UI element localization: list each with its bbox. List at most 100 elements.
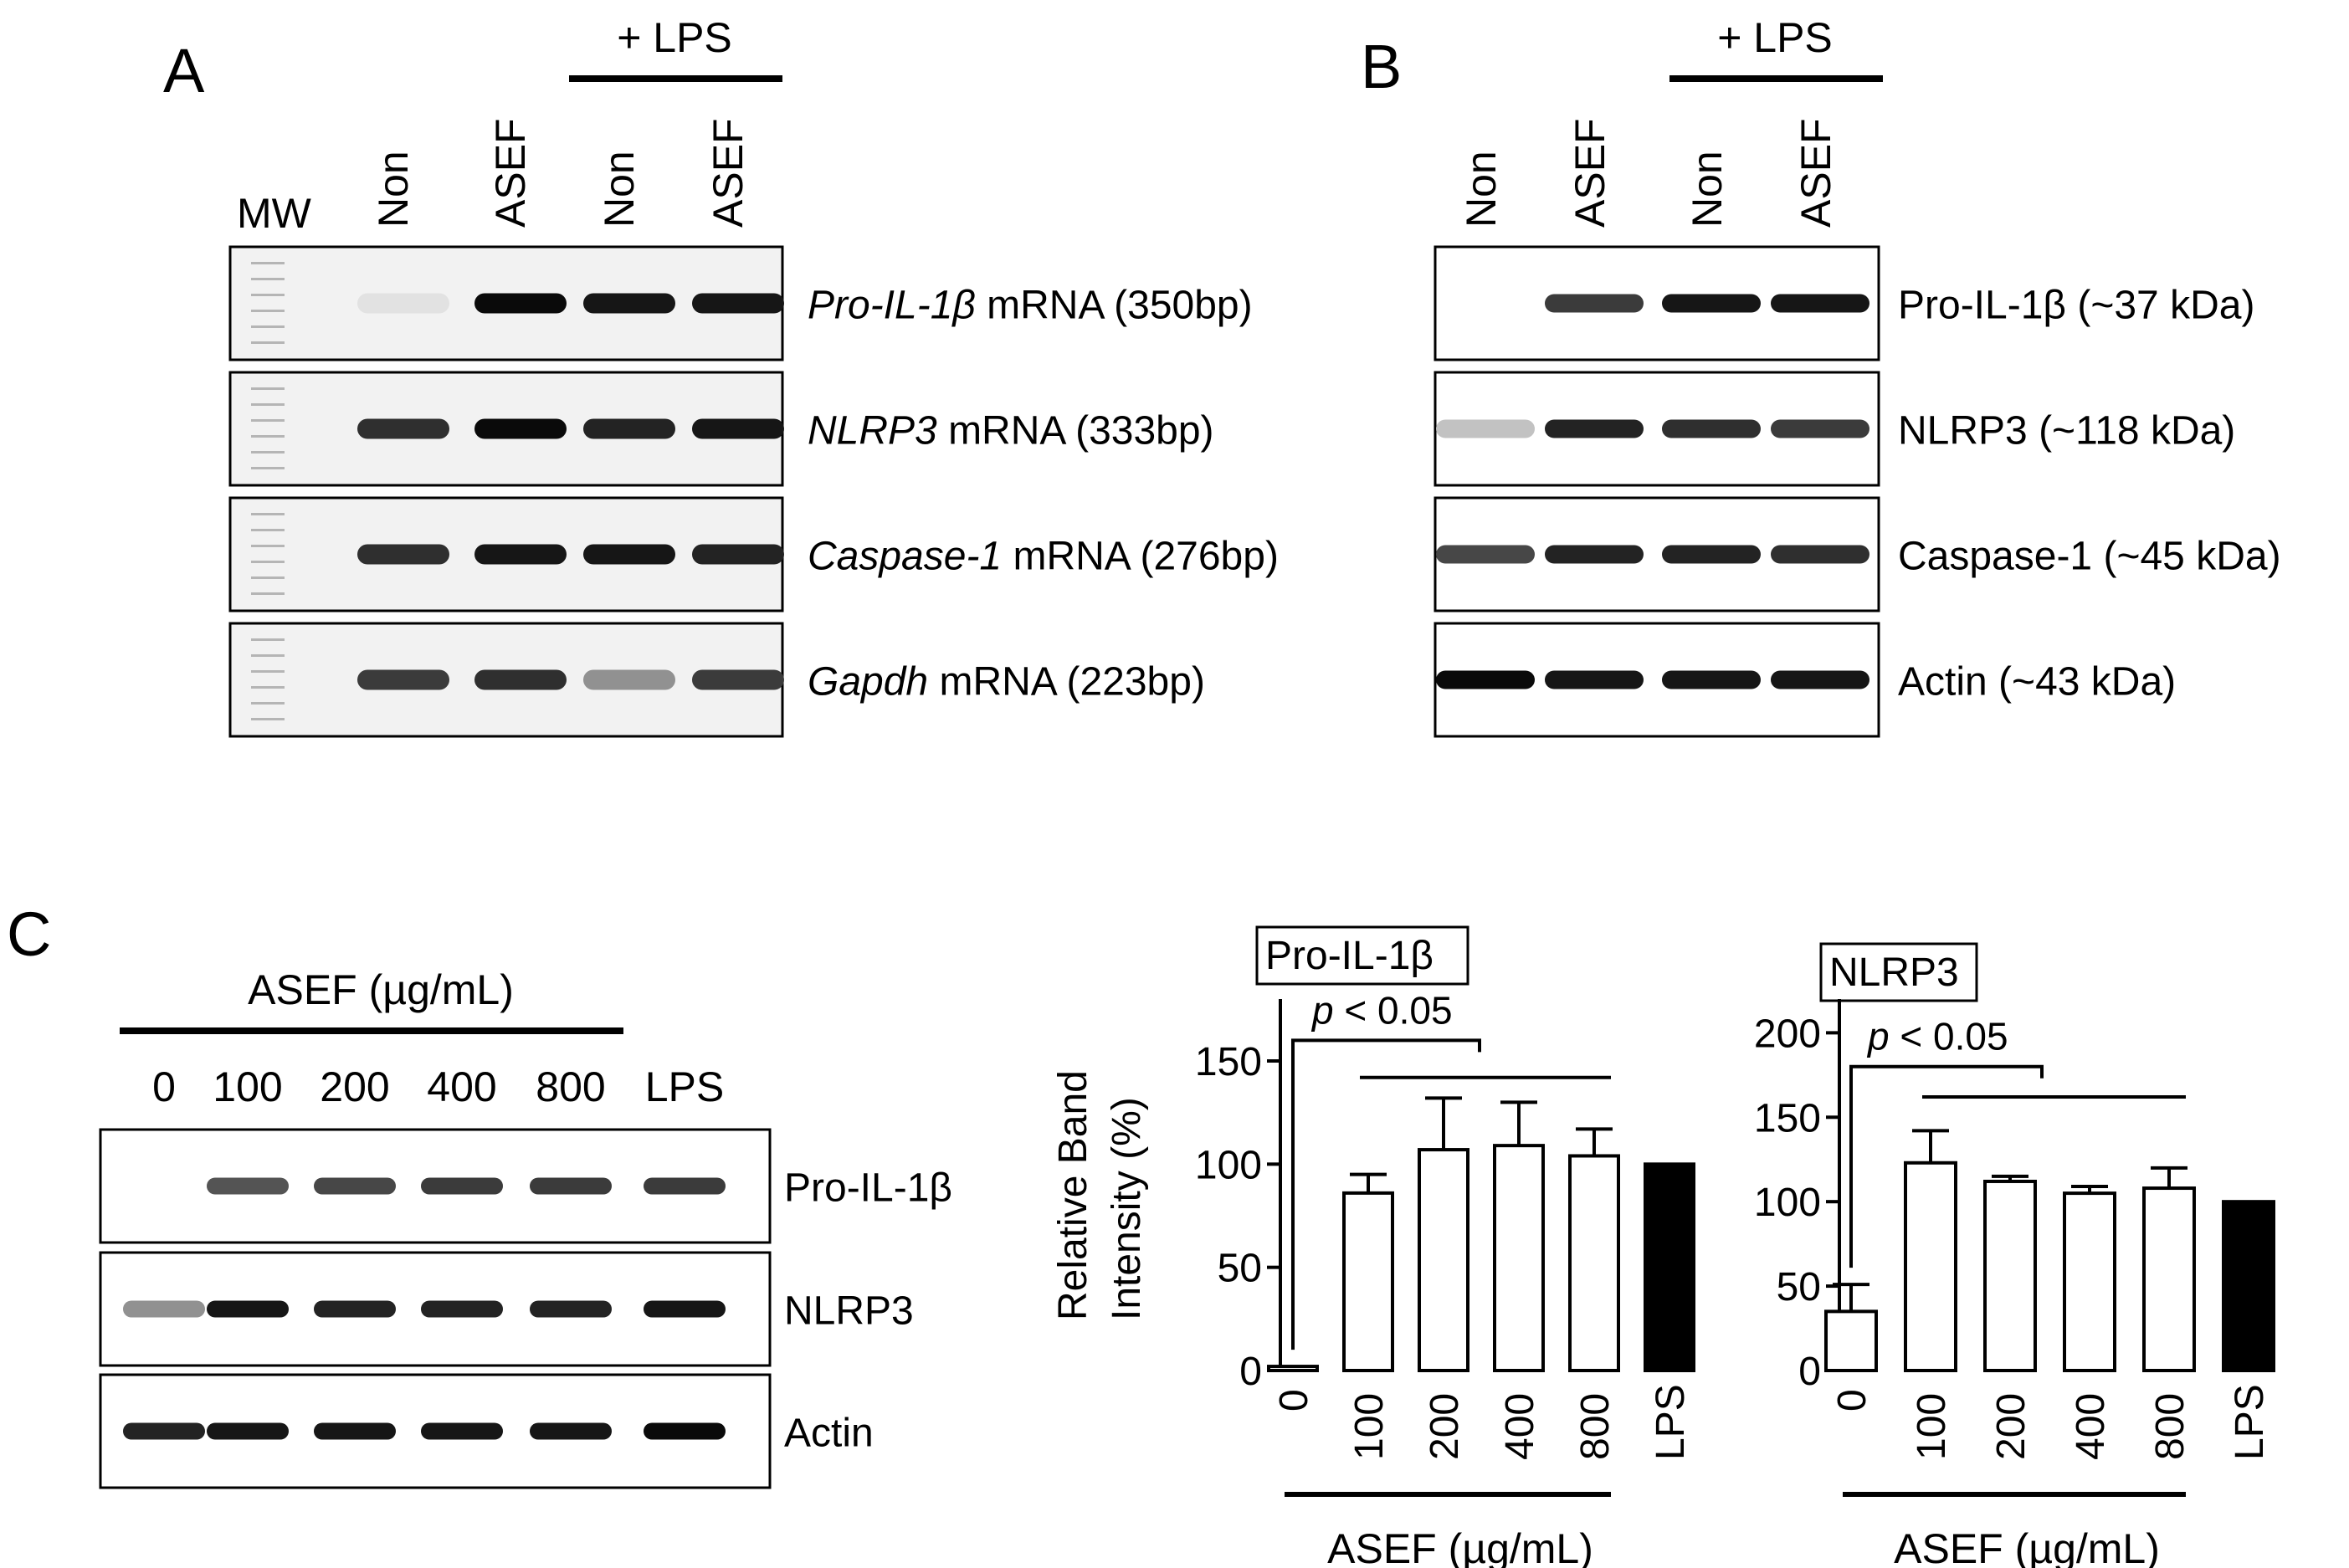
panel-b-blots: Pro-IL-1β (~37 kDa) NLRP3 (~118 kDa) Caspa… [1434,245,2281,738]
blot-band [1771,670,1869,689]
gene-suffix: mRNA (223bp) [928,660,1205,705]
blot-band [644,1177,726,1195]
y-tick-label: 100 [1195,1143,1262,1187]
y-tick-label: 150 [1195,1040,1262,1084]
lane-label-3: ASEF [1793,118,1839,228]
gel-label-0: Pro-IL-1β mRNA (350bp) [808,284,1253,328]
lane-label-3: 400 [427,1063,496,1110]
blot-band [1436,670,1535,689]
x-tick-label: LPS [2228,1384,2272,1460]
bar-200 [1418,1148,1469,1372]
lane-label-2: Non [596,151,643,228]
y-tick-label: 50 [1218,1247,1262,1291]
gel-band [692,669,784,690]
lane-label-1: 100 [213,1063,282,1110]
blot-band [1436,419,1535,438]
lane-label-5: LPS [645,1063,725,1110]
gel-band [692,418,784,439]
significance-bracket [1849,1064,2044,1268]
blot-band [1662,294,1761,313]
panel-a-lps-label: + LPS [617,14,732,61]
bar-LPS [1644,1162,1695,1373]
gel-band [357,669,449,690]
blot-band [123,1422,205,1440]
gene-suffix: mRNA (333bp) [937,409,1214,453]
blot-band [1771,294,1869,313]
x-tick-label: 0 [1272,1389,1316,1412]
panel-b-lps-label: + LPS [1717,14,1833,61]
bar-200 [1983,1179,2037,1372]
blot-band [1662,545,1761,564]
p-value-annotation: p < 0.05 [1866,1015,2008,1058]
mw-ladder-band [251,294,285,296]
gene-suffix: mRNA (350bp) [976,284,1253,328]
gene-name: Caspase-1 [808,535,1002,579]
chart-title: Pro-IL-1β [1265,934,1434,978]
chart-nlrp3: 0 50 100 150 200 0 100 200 400 800 LPS p < 0.05 NLRP… [1754,942,2275,1568]
panel-a-mw-label: MW [237,190,312,237]
gel-band [357,418,449,439]
blot-band [530,1300,612,1318]
blot-band [644,1300,726,1318]
mw-ladder-band [251,686,285,689]
bar-100 [1342,1191,1394,1373]
mw-ladder-band [251,451,285,453]
mw-ladder-band [251,529,285,531]
blot-band [1545,294,1644,313]
blot-label-1: NLRP3 [784,1289,914,1334]
y-tick-label: 100 [1754,1181,1821,1225]
lane-label-4: 800 [536,1063,605,1110]
lane-label-3: ASEF [705,118,751,228]
panel-c-lane-labels: 0 100 200 400 800 LPS [152,1063,724,1110]
gel-band [474,418,567,439]
y-tick-label: 200 [1754,1012,1821,1056]
gel-band [357,544,449,565]
panel-a-lane-labels: Non ASEF Non ASEF [370,118,751,228]
x-tick-label: 400 [2069,1393,2113,1460]
bar-0 [1824,1309,1878,1373]
blot-band [207,1422,289,1440]
y-axis-label-line1: Relative Band [1051,1070,1095,1320]
mw-ladder-band [251,435,285,438]
panel-b-lane-labels: Non ASEF Non ASEF [1458,118,1839,228]
x-tick-label: 100 [1910,1393,1954,1460]
blot-label-1: NLRP3 (~118 kDa) [1898,409,2235,453]
mw-ladder-band [251,545,285,547]
significance-bracket [1291,1038,1481,1350]
mw-ladder-band [251,325,285,328]
blot-label-3: Actin (~43 kDa) [1898,660,2176,705]
gel-band [474,293,567,314]
blot-band [421,1422,503,1440]
x-tick-label: 200 [1423,1393,1467,1460]
bar-0 [1267,1365,1319,1372]
bar-400 [1493,1144,1545,1372]
gene-name: Pro-IL-1β [808,284,976,328]
gel-band [583,418,675,439]
mw-ladder-band [251,670,285,673]
mw-ladder-band [251,467,285,469]
blot-label-0: Pro-IL-1β (~37 kDa) [1898,284,2254,328]
panel-b-letter: B [1361,32,1402,101]
mw-ladder-band [251,592,285,595]
gel-band [474,669,567,690]
chart-title: NLRP3 [1829,951,1959,995]
x-axis-label: ASEF (µg/mL) [1894,1525,2160,1568]
y-tick-label: 50 [1777,1265,1821,1309]
chart-title-box [1255,925,1469,986]
mw-ladder-band [251,654,285,657]
mw-ladder-band [251,341,285,344]
blot-band [1662,670,1761,689]
p-value-annotation: p < 0.05 [1310,988,1453,1032]
mw-ladder-band [251,419,285,422]
x-tick-label: LPS [1649,1384,1693,1460]
mw-ladder-band [251,718,285,720]
x-tick-label: 400 [1498,1393,1542,1460]
mw-ladder-band [251,278,285,280]
panel-a-gels: Pro-IL-1β mRNA (350bp) NLRP3 mRNA (333bp)… [228,245,1279,738]
lane-label-0: 0 [152,1063,176,1110]
mw-ladder-band [251,262,285,264]
blot-band [314,1177,396,1195]
panel-a-letter: A [163,36,205,105]
x-axis-label: ASEF (µg/mL) [1327,1525,1593,1568]
